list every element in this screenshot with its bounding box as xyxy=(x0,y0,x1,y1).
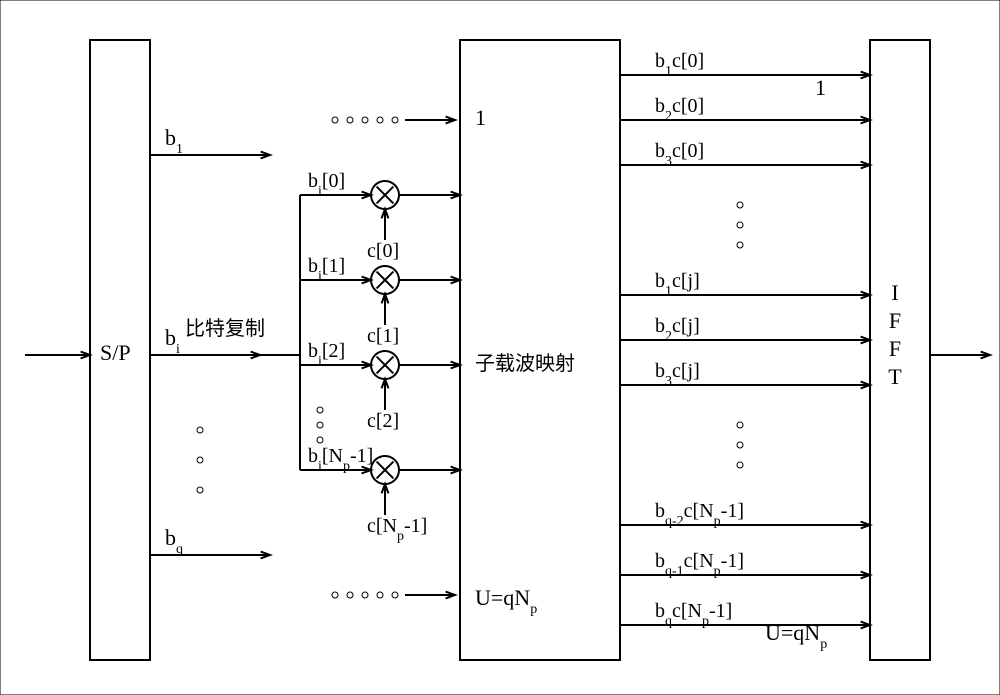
sp-output-label: bq xyxy=(165,525,183,557)
svg-text:F: F xyxy=(889,336,901,361)
svg-text:c[Np-1]: c[Np-1] xyxy=(367,515,427,544)
bit-copy-label: 比特复制 xyxy=(185,317,265,340)
svg-text:T: T xyxy=(888,364,902,389)
svg-text:I: I xyxy=(891,280,898,305)
sp-label: S/P xyxy=(100,340,131,365)
sp-output-label: b1 xyxy=(165,125,183,157)
svg-text:c[0]: c[0] xyxy=(367,240,399,262)
svg-text:1: 1 xyxy=(475,105,486,130)
sp-output-label: bi xyxy=(165,325,180,357)
svg-text:U=qNp: U=qNp xyxy=(475,585,537,617)
subcarrier-mapping-label: 子载波映射 xyxy=(475,352,575,375)
svg-text:F: F xyxy=(889,308,901,333)
svg-text:c[2]: c[2] xyxy=(367,410,399,432)
svg-text:c[1]: c[1] xyxy=(367,325,399,347)
svg-text:1: 1 xyxy=(815,75,826,100)
map-block xyxy=(460,40,620,660)
